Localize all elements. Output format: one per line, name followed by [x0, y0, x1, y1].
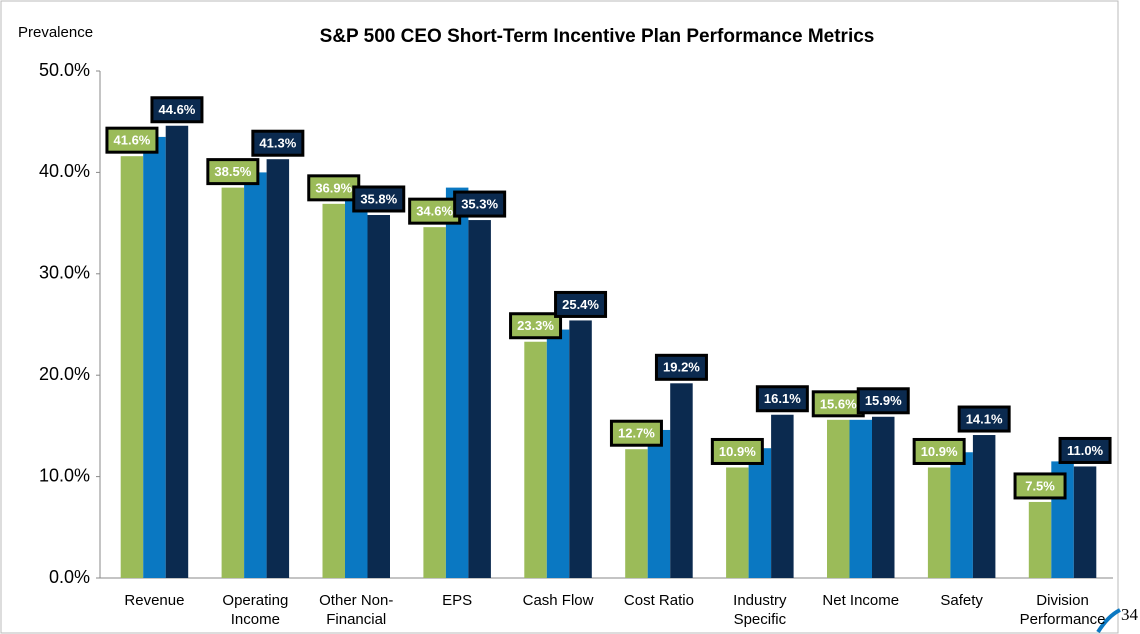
- bar: [367, 214, 390, 578]
- bar: [625, 449, 648, 578]
- value-label: 14.1%: [966, 411, 1003, 426]
- bar: [748, 448, 772, 578]
- bar: [143, 136, 166, 578]
- bar: [468, 220, 491, 579]
- x-tick-label: Division Performance: [1019, 592, 1106, 628]
- value-label-box: [1013, 472, 1067, 500]
- y-tick-label: 0.0%: [49, 567, 90, 587]
- value-label: 38.5%: [214, 164, 251, 179]
- value-label: 16.1%: [764, 391, 801, 406]
- value-label-box: [609, 419, 663, 447]
- value-label-box: [856, 387, 910, 415]
- bar: [1073, 466, 1097, 578]
- x-tick-label: Cost Ratio: [623, 592, 694, 609]
- chart-title: S&P 500 CEO Short-Term Incentive Plan Pe…: [320, 26, 875, 47]
- value-label: 12.7%: [618, 426, 655, 441]
- value-label-box: [453, 190, 507, 218]
- value-label-box: [1058, 436, 1112, 464]
- value-label-box: [206, 158, 260, 186]
- bar: [266, 159, 290, 578]
- value-label-box: [105, 126, 159, 154]
- value-label-box: [307, 174, 361, 202]
- value-label: 35.8%: [360, 191, 397, 206]
- x-tick-label: Other Non-Financial: [319, 592, 394, 628]
- value-label: 25.4%: [562, 297, 599, 312]
- bar: [445, 187, 469, 579]
- bar: [1028, 501, 1052, 578]
- y-axis-label: Prevalence: [18, 24, 93, 41]
- value-label: 15.9%: [865, 393, 902, 408]
- value-label: 44.6%: [159, 102, 196, 117]
- value-label-box: [554, 290, 608, 318]
- y-tick-label: 40.0%: [39, 161, 90, 181]
- page-number: 34: [1121, 605, 1139, 624]
- value-label: 10.9%: [921, 444, 958, 459]
- x-tick-label: Operating Income: [222, 592, 289, 628]
- bar: [423, 227, 446, 578]
- bar: [546, 329, 570, 578]
- bar: [726, 467, 749, 578]
- value-label-box: [755, 385, 809, 413]
- bar: [927, 467, 951, 578]
- bar: [569, 320, 592, 578]
- value-label-box: [811, 390, 865, 418]
- value-label-box: [251, 129, 305, 157]
- x-tick-label: Safety: [940, 592, 983, 609]
- value-label-box: [352, 185, 406, 213]
- bar: [849, 419, 872, 578]
- value-label: 36.9%: [315, 180, 352, 195]
- bar: [771, 414, 794, 578]
- x-tick-label: Cash Flow: [522, 592, 594, 609]
- bar: [950, 452, 973, 578]
- logo-swoosh: [1096, 608, 1121, 634]
- value-label: 7.5%: [1025, 478, 1055, 493]
- bar: [322, 203, 345, 579]
- value-label: 11.0%: [1067, 443, 1104, 458]
- bar: [972, 435, 996, 578]
- y-tick-label: 20.0%: [39, 364, 90, 384]
- bar: [872, 416, 895, 578]
- x-tick-label: EPS: [442, 592, 473, 609]
- value-label-box: [150, 96, 204, 124]
- bar: [827, 419, 850, 578]
- bar: [165, 125, 189, 579]
- value-label: 10.9%: [719, 444, 756, 459]
- value-label-box: [654, 353, 708, 381]
- x-tick-label: Net Income: [822, 592, 900, 609]
- value-label: 34.6%: [416, 204, 453, 219]
- value-label: 19.2%: [663, 360, 700, 375]
- value-label-box: [957, 405, 1011, 433]
- x-tick-label: Revenue: [124, 592, 185, 609]
- bar: [670, 383, 693, 578]
- value-label: 41.3%: [259, 136, 296, 151]
- value-label: 35.3%: [461, 196, 498, 211]
- y-tick-label: 30.0%: [39, 263, 90, 283]
- bar: [244, 172, 267, 578]
- x-tick-label: Industry Specific: [733, 592, 787, 628]
- value-label-box: [710, 437, 764, 465]
- y-tick-label: 50.0%: [39, 60, 90, 80]
- bar: [221, 187, 245, 579]
- bar: [647, 429, 671, 578]
- bar: [120, 156, 144, 578]
- value-label-box: [408, 197, 462, 225]
- value-label-box: [509, 312, 563, 340]
- value-label: 41.6%: [114, 133, 151, 148]
- value-label: 23.3%: [517, 318, 554, 333]
- value-label-box: [912, 437, 966, 465]
- bar: [345, 197, 368, 578]
- value-label: 15.6%: [820, 396, 857, 411]
- bar: [524, 341, 547, 578]
- y-tick-label: 10.0%: [39, 465, 90, 485]
